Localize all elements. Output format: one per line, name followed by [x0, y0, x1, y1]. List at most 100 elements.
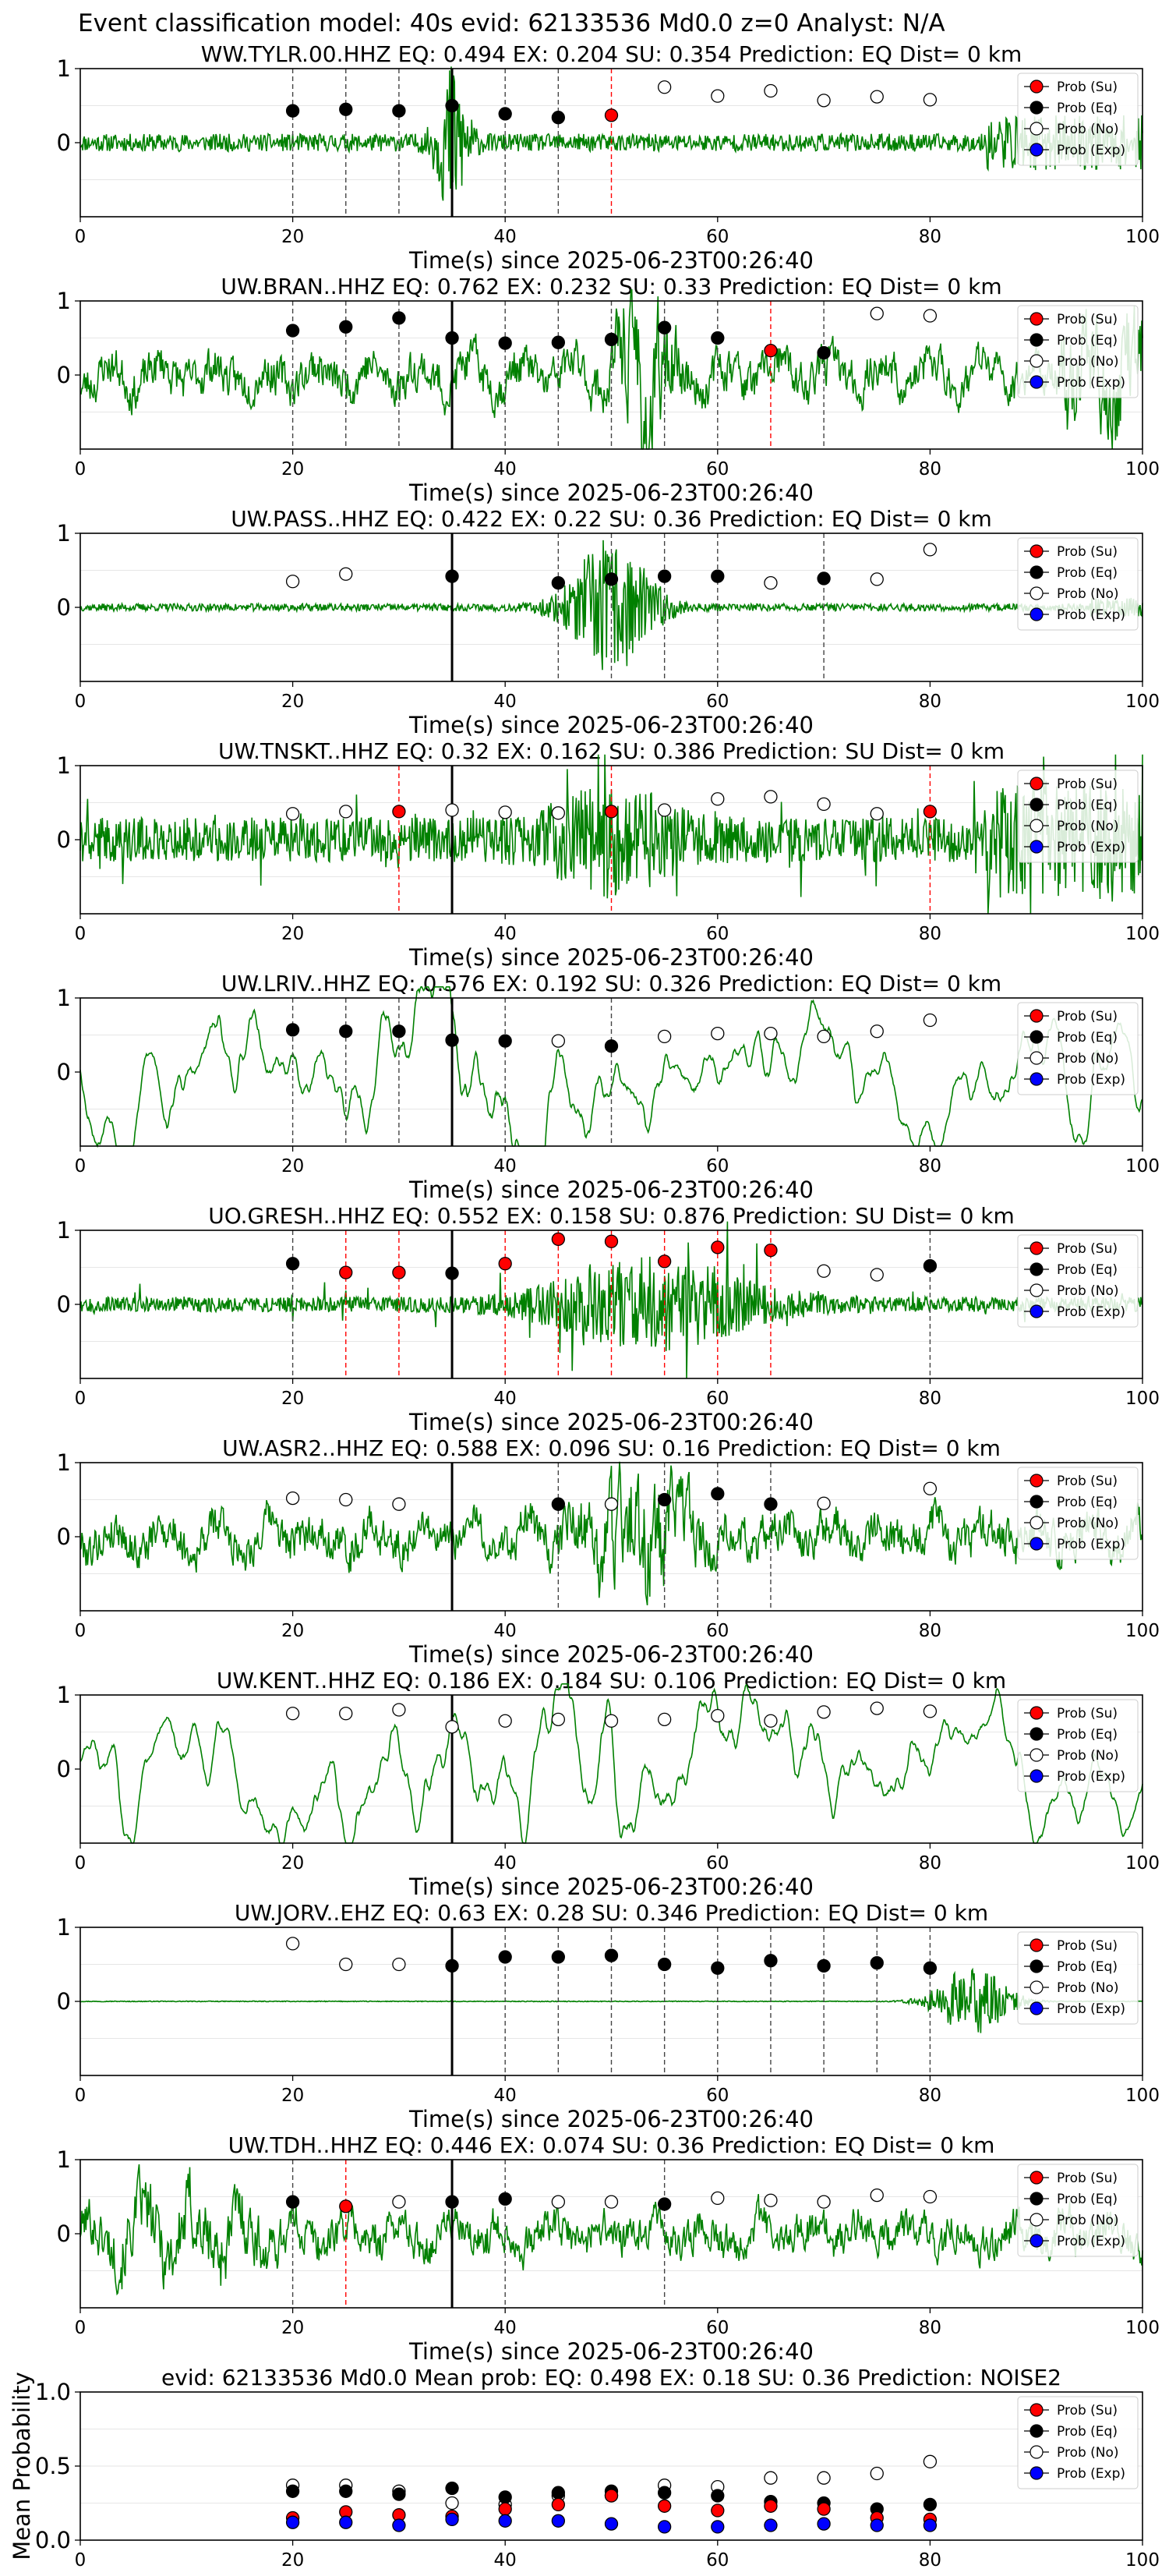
- legend-label: Prob (Eq): [1057, 2192, 1118, 2207]
- prob-marker-su: [392, 805, 406, 819]
- prob-marker-eq: [285, 324, 300, 338]
- panel-title: evid: 62133536 Md0.0 Mean prob: EQ: 0.49…: [161, 2365, 1061, 2390]
- legend-label: Prob (Exp): [1057, 2466, 1125, 2482]
- prob-marker-no: [551, 1034, 565, 1048]
- x-axis-label: Time(s) since 2025-06-23T00:26:40: [408, 1177, 814, 1203]
- mean-prob-marker-exp: [339, 2515, 353, 2529]
- panel-title: UW.ASR2..HHZ EQ: 0.588 EX: 0.096 SU: 0.1…: [222, 1435, 1001, 1461]
- waveform-trace: [79, 1683, 1143, 1844]
- legend-marker: [1029, 1304, 1044, 1318]
- legend-box: [1017, 305, 1139, 398]
- axes-frame: [79, 1462, 1143, 1612]
- x-tick-label: 100: [1125, 227, 1160, 247]
- x-tick-label: 60: [706, 1156, 729, 1177]
- prob-marker-no: [817, 1496, 831, 1510]
- prob-marker-su: [551, 1232, 565, 1247]
- y-tick-label: 1: [57, 288, 71, 314]
- y-tick-label: 1: [57, 1217, 71, 1244]
- x-tick-label: 40: [494, 459, 517, 479]
- x-tick-label: 60: [706, 2550, 729, 2571]
- prob-marker-no: [870, 1701, 884, 1715]
- legend-label: Prob (Exp): [1057, 1537, 1125, 1552]
- prob-marker-no: [764, 1714, 778, 1728]
- x-tick-label: 20: [281, 1389, 304, 1409]
- x-tick-label: 20: [281, 2318, 304, 2338]
- prob-marker-no: [870, 1268, 884, 1282]
- legend-label: Prob (Eq): [1057, 2424, 1118, 2440]
- legend-box: [1017, 1467, 1139, 1560]
- legend-marker: [1029, 607, 1044, 621]
- prob-marker-no: [923, 2189, 938, 2204]
- prob-marker-no: [711, 1708, 725, 1723]
- y-tick-label: 1: [57, 55, 71, 82]
- legend-marker: [1029, 1072, 1044, 1086]
- legend-marker: [1029, 1241, 1044, 1255]
- prob-marker-no: [285, 807, 300, 821]
- legend-marker: [1029, 2466, 1044, 2480]
- x-tick-label: 60: [706, 1853, 729, 1874]
- prob-marker-eq: [445, 2195, 459, 2209]
- legend-marker: [1029, 1009, 1044, 1023]
- prob-marker-eq: [817, 571, 831, 586]
- legend-label: Prob (Exp): [1057, 607, 1125, 623]
- prob-marker-eq: [445, 1959, 459, 1973]
- legend-box: [1017, 537, 1139, 631]
- prob-marker-eq: [498, 1950, 512, 1964]
- mean-prob-marker-exp: [923, 2518, 938, 2532]
- prob-marker-eq: [339, 320, 353, 334]
- panel-title: UO.GRESH..HHZ EQ: 0.552 EX: 0.158 SU: 0.…: [208, 1203, 1015, 1229]
- legend-box: [1017, 770, 1139, 863]
- waveform-trace: [79, 2164, 1143, 2296]
- legend-marker: [1029, 1769, 1044, 1783]
- prob-marker-eq: [445, 98, 459, 113]
- legend-marker: [1029, 2001, 1044, 2015]
- x-tick-label: 0: [75, 1156, 87, 1177]
- x-tick-label: 100: [1125, 2318, 1160, 2338]
- y-tick-label: 0: [57, 1059, 71, 1085]
- panel-title: UW.KENT..HHZ EQ: 0.186 EX: 0.184 SU: 0.1…: [217, 1668, 1006, 1693]
- legend-label: Prob (Eq): [1057, 1495, 1118, 1510]
- y-tick-label: 1: [57, 752, 71, 779]
- prob-marker-no: [392, 1497, 406, 1511]
- legend-marker: [1029, 333, 1044, 347]
- x-tick-label: 80: [919, 924, 941, 944]
- prob-marker-no: [764, 83, 778, 98]
- legend-box: [1017, 73, 1139, 166]
- mean-prob-marker-exp: [604, 2517, 619, 2531]
- x-axis-label: Time(s) since 2025-06-23T00:26:40: [408, 1641, 814, 1668]
- y-tick-label: 0: [57, 129, 71, 156]
- legend-marker: [1029, 2234, 1044, 2248]
- x-tick-label: 80: [919, 1389, 941, 1409]
- station-panel: UW.JORV..EHZ EQ: 0.63 EX: 0.28 SU: 0.346…: [57, 1900, 1160, 2132]
- legend-label: Prob (Su): [1057, 1241, 1118, 1257]
- prob-marker-no: [658, 1029, 672, 1044]
- prob-marker-no: [870, 90, 884, 104]
- mean-prob-marker-eq: [923, 2497, 938, 2512]
- prob-marker-eq: [445, 1266, 459, 1280]
- y-tick-label: 0: [57, 1291, 71, 1318]
- mean-prob-marker-exp: [658, 2520, 672, 2534]
- prob-marker-no: [711, 1026, 725, 1041]
- legend-label: Prob (Eq): [1057, 798, 1118, 813]
- legend-marker: [1029, 1748, 1044, 1762]
- prob-marker-no: [285, 1491, 300, 1506]
- x-tick-label: 20: [281, 227, 304, 247]
- prob-marker-no: [658, 80, 672, 94]
- legend-marker: [1029, 1283, 1044, 1297]
- legend-marker: [1029, 1980, 1044, 1994]
- waveform-trace: [79, 289, 1143, 450]
- x-tick-label: 0: [75, 227, 87, 247]
- x-tick-label: 0: [75, 2318, 87, 2338]
- prob-marker-eq: [658, 1492, 672, 1507]
- y-tick-label: 0: [57, 1523, 71, 1550]
- prob-marker-eq: [498, 107, 512, 121]
- legend-label: Prob (Exp): [1057, 1072, 1125, 1088]
- y-tick-label: 0.0: [35, 2527, 71, 2553]
- x-tick-label: 40: [494, 692, 517, 712]
- legend-box: [1017, 1699, 1139, 1792]
- prob-marker-no: [817, 2195, 831, 2209]
- prob-marker-no: [604, 1714, 619, 1728]
- legend-label: Prob (Su): [1057, 1706, 1118, 1721]
- prob-marker-eq: [339, 1024, 353, 1039]
- prob-marker-su: [604, 1234, 619, 1248]
